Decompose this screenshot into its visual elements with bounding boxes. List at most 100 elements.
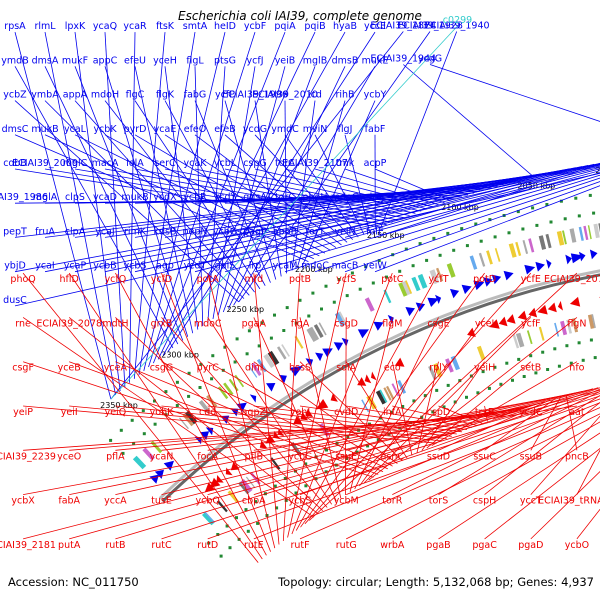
forward-gene-label: flgK (156, 90, 175, 101)
ring-dot (438, 253, 442, 257)
forward-gene-label: mukB (31, 124, 58, 135)
reverse-gene-label: tusE (151, 496, 172, 507)
cog-block-outer (398, 282, 408, 297)
forward-gene-label-leader (14, 31, 112, 400)
forward-gene-label: pepN (182, 226, 207, 237)
kbp-tick-label: 2050 kbp (518, 182, 556, 191)
forward-gene-arrow (341, 337, 349, 347)
forward-gene-label-leader (314, 177, 600, 273)
ring-dot (364, 265, 368, 269)
cog-block-outer (446, 263, 456, 278)
reverse-gene-label-leader (253, 361, 398, 464)
ring-dot (404, 247, 408, 251)
forward-gene-label: rihB (335, 90, 354, 101)
cog-block-outer (142, 447, 155, 461)
forward-gene-label: pyrD (124, 124, 147, 135)
ring-dot (569, 361, 573, 365)
forward-gene-arrow (473, 280, 485, 291)
forward-gene-arrow (427, 297, 439, 307)
reverse-gene-label-leader (309, 272, 578, 521)
forward-gene-label-leader (194, 134, 342, 246)
forward-gene-label-leader (44, 168, 387, 226)
forward-gene-label: flgC (126, 90, 145, 101)
cog-block-outer (383, 289, 392, 304)
forward-gene-label: ECIAI39_2107 (282, 158, 348, 169)
reverse-gene-label-leader (392, 391, 600, 495)
forward-gene-label: lpxK (65, 21, 86, 32)
reverse-gene-label-leader (207, 273, 276, 549)
reverse-gene-label: putA (58, 540, 81, 551)
ring-dot (283, 477, 287, 480)
forward-gene-label-leader (129, 32, 136, 383)
forward-gene-label: rlmL (34, 21, 56, 32)
forward-gene-label: mviN (303, 124, 328, 135)
ring-dot (141, 409, 145, 413)
forward-gene-label: ycaD (93, 192, 117, 203)
reverse-gene-label-leader (207, 361, 393, 467)
backbone-arc (161, 273, 600, 503)
ring-dot (499, 382, 503, 386)
reverse-gene-label-leader (299, 317, 342, 499)
cog-block-outer (411, 276, 421, 292)
reverse-gene-label-leader (363, 317, 532, 484)
reverse-gene-label: ycbM (334, 496, 359, 507)
kbp-tick-label: 2200 kbp (295, 265, 333, 274)
reverse-gene-label: csgE (427, 318, 449, 329)
forward-gene-label-leader (164, 167, 600, 273)
ring-dot (153, 422, 157, 426)
reverse-gene-label: cvdD (334, 407, 358, 418)
reverse-gene-label: ssuD (427, 451, 450, 462)
forward-gene-label: mdoH (91, 90, 119, 101)
cog-block-inner (216, 500, 228, 513)
forward-gene-label: ycdG (243, 124, 267, 135)
reverse-gene-label: aqpZ (242, 407, 267, 418)
reverse-gene-label-leader (438, 395, 600, 495)
ring-dot (588, 193, 592, 197)
ring-dot (324, 284, 328, 288)
forward-gene-label: ycbF (244, 21, 266, 32)
ring-dot (304, 462, 308, 466)
reverse-gene-label-leader (253, 405, 462, 433)
forward-gene-label: ycdY (214, 192, 237, 203)
reverse-gene-label: yceO (57, 451, 81, 462)
reverse-gene-label: ycfT (429, 274, 449, 285)
cog-block-inner (270, 457, 281, 470)
reverse-gene-label: potA (197, 274, 220, 285)
reverse-gene-label-leader (299, 405, 468, 430)
reverse-gene-label-leader (207, 317, 333, 505)
reverse-gene-label: rne (15, 318, 31, 329)
ring-dot (465, 244, 469, 248)
cog-block-inner (591, 314, 596, 329)
forward-gene-label: ycdX (153, 192, 177, 203)
reverse-gene-arrow (537, 304, 548, 315)
reverse-gene-label-leader (421, 361, 485, 451)
cog-block-inner (571, 318, 579, 333)
forward-gene-label-leader (104, 172, 552, 238)
reverse-gene-arrow (517, 310, 528, 321)
ring-dot (505, 361, 509, 365)
forward-gene-label-leader (194, 168, 570, 238)
cog-block-outer (364, 297, 375, 312)
reverse-gene-label: ycfS (336, 274, 356, 285)
reverse-gene-label-leader (287, 273, 347, 538)
forward-gene-label-leader (164, 134, 337, 248)
forward-gene-label: folE (366, 226, 384, 237)
ring-dot (199, 362, 203, 366)
forward-gene-label: flgL (186, 55, 204, 66)
reverse-gene-label: ycdC (519, 407, 543, 418)
cog-block-outer (313, 324, 324, 338)
ring-dot (581, 358, 585, 362)
ring-dot (298, 298, 302, 302)
ring-dot (442, 405, 446, 409)
forward-gene-label-leader (429, 64, 600, 122)
reverse-gene-arrow (547, 302, 557, 313)
ring-dot (398, 269, 402, 273)
forward-gene-label-leader (380, 31, 458, 228)
cog-block-outer (417, 273, 428, 289)
reverse-gene-label-leader (23, 393, 572, 495)
ring-dot (589, 338, 593, 342)
forward-gene-label: mglC (63, 158, 88, 169)
forward-gene-label: ycaP (64, 261, 87, 272)
cog-block-inner (227, 490, 239, 504)
